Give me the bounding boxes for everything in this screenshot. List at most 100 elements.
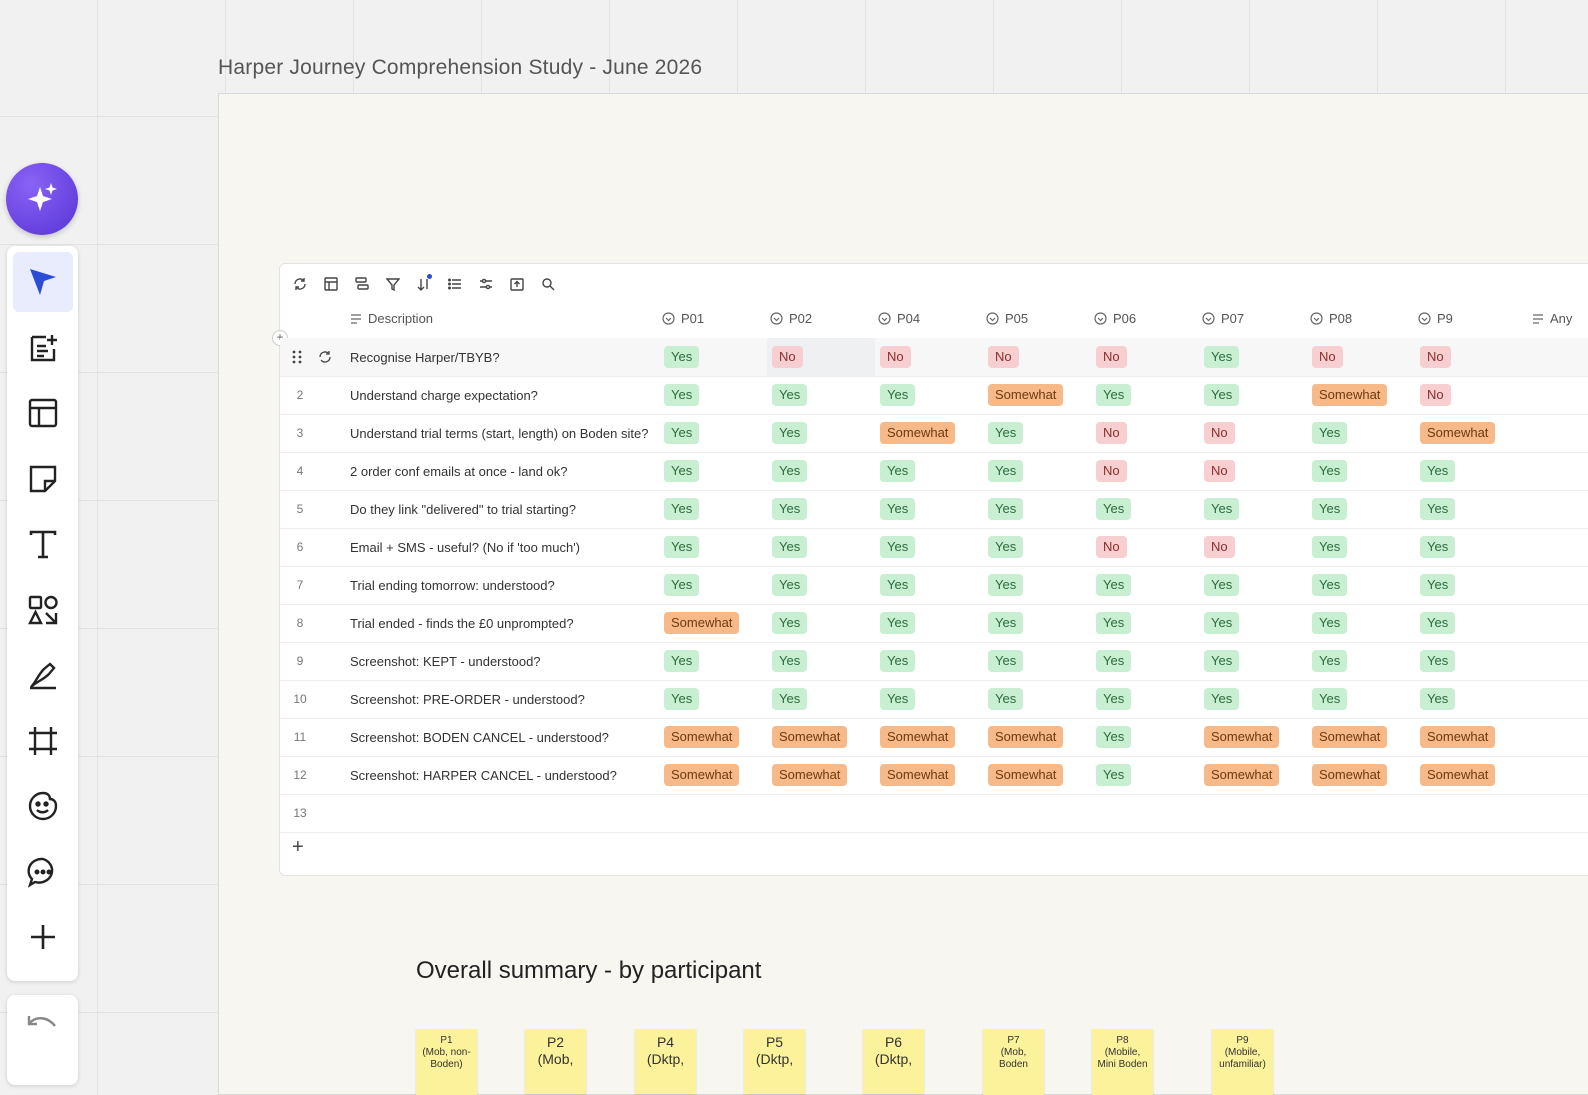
row-description[interactable]: Do they link "delivered" to trial starti… [350, 502, 577, 517]
status-tag[interactable]: Yes [772, 612, 808, 634]
status-tag[interactable]: Yes [772, 422, 808, 444]
status-tag[interactable]: Somewhat [880, 726, 956, 748]
frame-title[interactable]: Harper Journey Comprehension Study - Jun… [218, 56, 703, 79]
status-tag[interactable]: Yes [772, 536, 808, 558]
status-tag[interactable]: No [772, 346, 803, 368]
row-description[interactable]: Understand charge expectation? [350, 388, 538, 403]
participant-sticky-note[interactable]: P9 (Mobile, unfamiliar) [1212, 1029, 1273, 1095]
status-tag[interactable]: Yes [880, 650, 916, 672]
status-tag[interactable]: Yes [664, 498, 700, 520]
status-tag[interactable]: Yes [1420, 650, 1456, 672]
status-tag[interactable]: Somewhat [988, 384, 1064, 406]
sticky-note-tool[interactable] [13, 449, 73, 509]
status-tag[interactable]: Yes [988, 460, 1024, 482]
status-tag[interactable]: Yes [880, 498, 916, 520]
participant-sticky-note[interactable]: P4 (Dktp, [635, 1029, 696, 1094]
status-tag[interactable]: Yes [772, 384, 808, 406]
status-tag[interactable]: No [1312, 346, 1343, 368]
status-tag[interactable]: Somewhat [1204, 726, 1280, 748]
status-tag[interactable]: Yes [988, 650, 1024, 672]
status-tag[interactable]: Yes [1420, 612, 1456, 634]
undo-button[interactable] [25, 1010, 59, 1045]
status-tag[interactable]: Somewhat [880, 764, 956, 786]
column-header-any[interactable]: Any [1532, 311, 1572, 326]
status-tag[interactable]: No [988, 346, 1019, 368]
status-tag[interactable]: Yes [772, 460, 808, 482]
status-tag[interactable]: Yes [1096, 384, 1132, 406]
status-tag[interactable]: Somewhat [1204, 764, 1280, 786]
status-tag[interactable]: Yes [1420, 536, 1456, 558]
status-tag[interactable]: Somewhat [1420, 726, 1496, 748]
status-tag[interactable]: Yes [1312, 650, 1348, 672]
text-tool[interactable] [13, 514, 73, 574]
column-header-participant[interactable]: P07 [1202, 311, 1244, 326]
export-button[interactable] [507, 274, 526, 293]
table-row[interactable]: 5 Do they link "delivered" to trial start… [280, 490, 1588, 529]
status-tag[interactable]: Somewhat [664, 612, 740, 634]
status-tag[interactable]: Yes [1204, 498, 1240, 520]
status-tag[interactable]: Yes [664, 650, 700, 672]
pen-tool[interactable] [13, 645, 73, 705]
status-tag[interactable]: Yes [1420, 688, 1456, 710]
list-button[interactable] [445, 274, 464, 293]
status-tag[interactable]: No [1204, 422, 1235, 444]
status-tag[interactable]: Yes [664, 346, 700, 368]
participant-sticky-note[interactable]: P8 (Mobile, Mini Boden [1092, 1029, 1153, 1095]
ai-assistant-button[interactable] [6, 163, 78, 235]
participant-sticky-note[interactable]: P1 (Mob, non- Boden) [416, 1029, 477, 1095]
status-tag[interactable]: Yes [880, 688, 916, 710]
column-header-participant[interactable]: P02 [770, 311, 812, 326]
status-tag[interactable]: Yes [772, 650, 808, 672]
status-tag[interactable]: Yes [1312, 536, 1348, 558]
status-tag[interactable]: Yes [1204, 574, 1240, 596]
row-description[interactable]: Trial ended - finds the £0 unprompted? [350, 616, 574, 631]
table-row[interactable]: 7 Trial ending tomorrow: understood? Yes Ye… [280, 566, 1588, 605]
status-tag[interactable]: No [1204, 460, 1235, 482]
select-tool[interactable] [13, 252, 73, 312]
comment-tool[interactable] [13, 842, 73, 902]
table-row[interactable]: 13 [280, 794, 1588, 833]
stickers-tool[interactable] [13, 776, 73, 836]
status-tag[interactable]: Yes [1096, 498, 1132, 520]
status-tag[interactable]: Yes [1204, 650, 1240, 672]
status-tag[interactable]: No [880, 346, 911, 368]
table-row[interactable]: 12 Screenshot: HARPER CANCEL - understood… [280, 756, 1588, 795]
status-tag[interactable]: Yes [1312, 688, 1348, 710]
more-tools-button[interactable] [13, 907, 73, 967]
table-row[interactable]: 9 Screenshot: KEPT - understood? Yes Yes Yes… [280, 642, 1588, 681]
layout-tool[interactable] [13, 383, 73, 443]
row-description[interactable]: Screenshot: BODEN CANCEL - understood? [350, 730, 609, 745]
status-tag[interactable]: No [1420, 384, 1451, 406]
row-description[interactable]: Understand trial terms (start, length) o… [350, 426, 649, 441]
table-row[interactable]: Recognise Harper/TBYB? Yes No No No No Yes No No [280, 338, 1588, 377]
participant-sticky-note[interactable]: P2 (Mob, [525, 1029, 586, 1094]
table-row[interactable]: 11 Screenshot: BODEN CANCEL - understood?… [280, 718, 1588, 757]
table-row[interactable]: 10 Screenshot: PRE-ORDER - understood? Yes… [280, 680, 1588, 719]
status-tag[interactable]: No [1420, 346, 1451, 368]
participant-sticky-note[interactable]: P7 (Mob, Boden [983, 1029, 1044, 1095]
status-tag[interactable]: Yes [664, 536, 700, 558]
status-tag[interactable]: Somewhat [772, 764, 848, 786]
status-tag[interactable]: Yes [664, 384, 700, 406]
status-tag[interactable]: Somewhat [1420, 764, 1496, 786]
row-description[interactable]: Screenshot: HARPER CANCEL - understood? [350, 768, 617, 783]
data-table[interactable]: Description P01 P02 P04 P05 P06 P07 P08 P9 Any … [272, 263, 1588, 876]
table-row[interactable]: 4 2 order conf emails at once - land ok? Y… [280, 452, 1588, 491]
status-tag[interactable]: Yes [988, 536, 1024, 558]
status-tag[interactable]: Yes [880, 460, 916, 482]
status-tag[interactable]: Yes [1204, 384, 1240, 406]
search-button[interactable] [538, 274, 557, 293]
status-tag[interactable]: Yes [880, 384, 916, 406]
table-view-button[interactable] [321, 274, 340, 293]
status-tag[interactable]: Yes [880, 536, 916, 558]
row-description[interactable]: 2 order conf emails at once - land ok? [350, 464, 568, 479]
status-tag[interactable]: Yes [1312, 422, 1348, 444]
status-tag[interactable]: Yes [664, 688, 700, 710]
status-tag[interactable]: Yes [664, 574, 700, 596]
participant-sticky-note[interactable]: P5 (Dktp, [744, 1029, 805, 1094]
column-header-participant[interactable]: P04 [878, 311, 920, 326]
status-tag[interactable]: Yes [664, 422, 700, 444]
status-tag[interactable]: Somewhat [988, 764, 1064, 786]
summary-title[interactable]: Overall summary - by participant [416, 957, 762, 984]
row-description[interactable]: Screenshot: PRE-ORDER - understood? [350, 692, 585, 707]
